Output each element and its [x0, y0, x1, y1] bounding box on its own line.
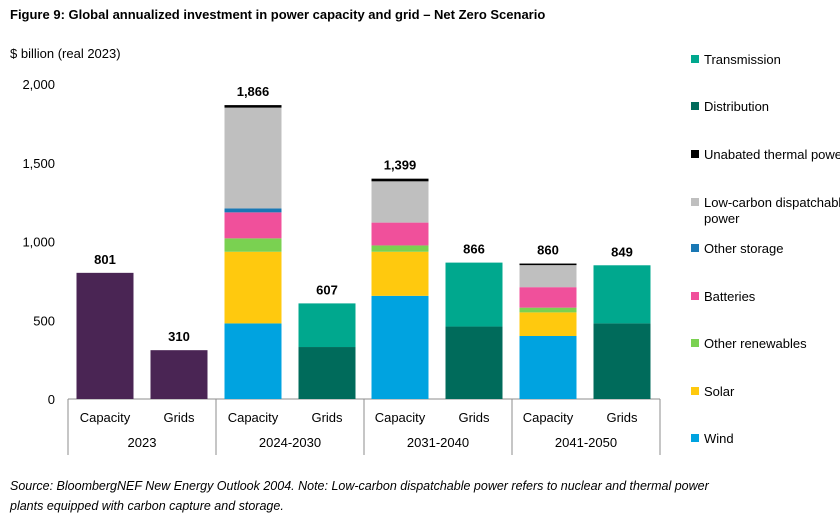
bar-segment	[224, 105, 282, 108]
legend-label: Solar	[704, 384, 735, 399]
bar-segment	[519, 312, 577, 336]
bar-total-label: 860	[537, 243, 559, 258]
y-tick-label: 0	[48, 392, 55, 407]
bar-total-label: 607	[316, 282, 338, 297]
labels: 801 310 1,866 607 1,399 866 860 849 Capacity Grid…	[80, 84, 638, 450]
bar-segment	[519, 307, 577, 313]
bar-segment	[224, 238, 282, 252]
bar-segment	[445, 262, 503, 327]
bar-total-label: 801	[94, 252, 116, 267]
legend-label: Low-carbon dispatchable	[704, 195, 840, 210]
bar-segment	[298, 347, 356, 399]
bar-segment	[519, 336, 577, 399]
x-category-label: Capacity	[228, 410, 279, 425]
bar-total-label: 866	[463, 242, 485, 257]
legend-label: Distribution	[704, 99, 769, 114]
legend-label: Other renewables	[704, 336, 807, 351]
legend-swatch	[691, 339, 699, 347]
legend: Transmission Distribution Unabated thermal…	[691, 52, 840, 446]
bar-segment	[445, 326, 503, 399]
bar-total-label: 310	[168, 329, 190, 344]
bar-segment	[519, 265, 577, 288]
x-group-label: 2041-2050	[555, 435, 617, 450]
x-group-label: 2024-2030	[259, 435, 321, 450]
bar-segment	[150, 350, 208, 399]
bar-total-label: 1,866	[237, 84, 270, 99]
legend-swatch	[691, 55, 699, 63]
y-tick-label: 1,500	[22, 156, 55, 171]
y-tick-label: 2,000	[22, 77, 55, 92]
legend-label: Other storage	[704, 241, 784, 256]
bar-segment	[593, 323, 651, 399]
legend-swatch	[691, 434, 699, 442]
bar-segment	[371, 178, 429, 182]
x-category-label: Grids	[311, 410, 343, 425]
bar-segment	[76, 272, 134, 399]
bar-segment	[593, 265, 651, 324]
bar-segment	[298, 303, 356, 348]
legend-label: Wind	[704, 431, 734, 446]
x-category-label: Capacity	[375, 410, 426, 425]
legend-label: Transmission	[704, 52, 781, 67]
x-category-label: Grids	[458, 410, 490, 425]
bar-segment	[519, 287, 577, 308]
bar-segment	[371, 181, 429, 223]
legend-label: Unabated thermal power	[704, 147, 840, 162]
legend-swatch	[691, 150, 699, 158]
bar-segment	[371, 295, 429, 399]
y-axis-label: $ billion (real 2023)	[10, 46, 121, 61]
legend-label: power	[704, 211, 740, 226]
y-tick-label: 500	[33, 313, 55, 328]
bar-segment	[224, 251, 282, 324]
x-category-label: Grids	[163, 410, 195, 425]
source-line-1: Source: BloombergNEF New Energy Outlook …	[10, 479, 709, 493]
bar-segment	[371, 251, 429, 296]
chart-title: Figure 9: Global annualized investment i…	[10, 7, 546, 22]
bar-segment	[224, 208, 282, 213]
bars	[76, 105, 651, 399]
bar-segment	[224, 323, 282, 399]
bar-segment	[371, 222, 429, 246]
bar-segment	[224, 107, 282, 209]
legend-swatch	[691, 292, 699, 300]
legend-swatch	[691, 102, 699, 110]
source-line-2: plants equipped with carbon capture and …	[10, 499, 284, 513]
x-category-label: Capacity	[523, 410, 574, 425]
bar-segment	[371, 245, 429, 252]
bar-total-label: 849	[611, 244, 633, 259]
legend-label: Batteries	[704, 289, 756, 304]
bar-segment	[519, 263, 577, 266]
legend-swatch	[691, 387, 699, 395]
legend-swatch	[691, 244, 699, 252]
legend-swatch	[691, 198, 699, 206]
y-tick-label: 1,000	[22, 235, 55, 250]
x-group-label: 2031-2040	[407, 435, 469, 450]
bar-segment	[224, 212, 282, 239]
x-category-label: Capacity	[80, 410, 131, 425]
source-note: Source: BloombergNEF New Energy Outlook …	[10, 476, 840, 516]
x-category-label: Grids	[606, 410, 638, 425]
x-group-label: 2023	[128, 435, 157, 450]
bar-total-label: 1,399	[384, 158, 417, 173]
